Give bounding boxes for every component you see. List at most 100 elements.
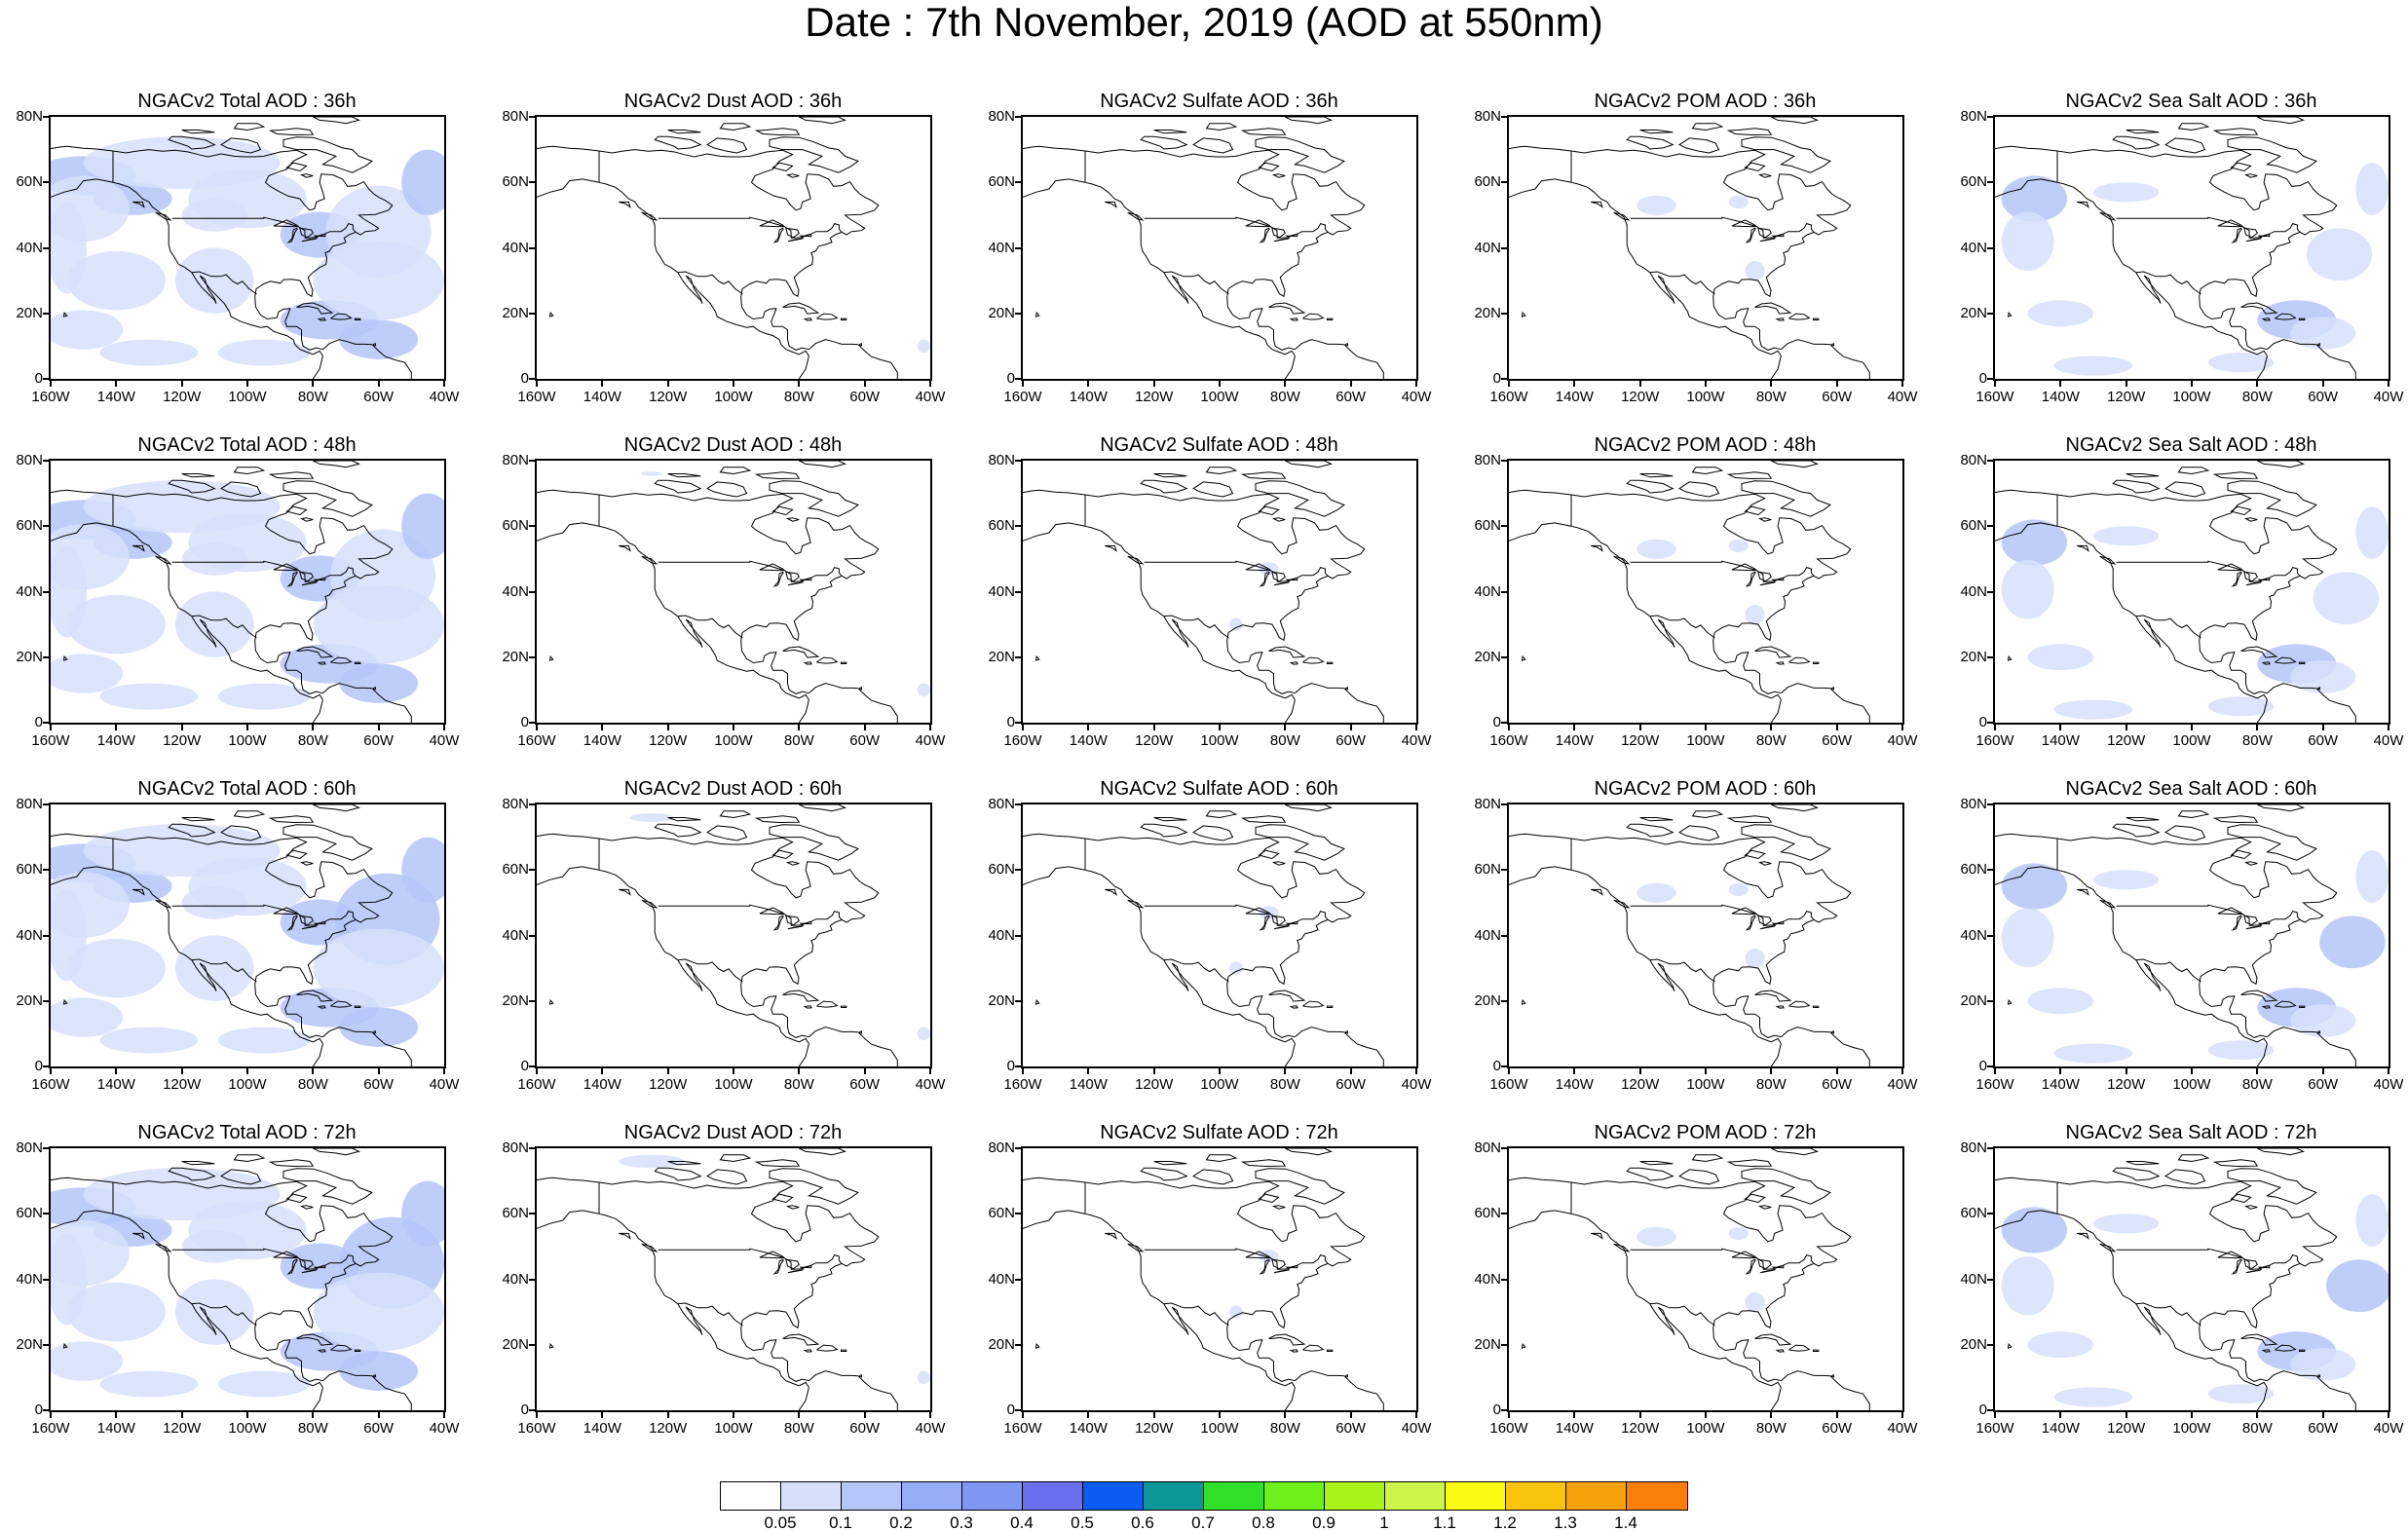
lat-tick-label: 60N — [988, 861, 1015, 878]
island-outline — [2257, 117, 2305, 125]
island-outline — [268, 815, 315, 824]
lon-tick-label: 140W — [2041, 389, 2080, 405]
lat-tick — [529, 1278, 535, 1281]
lon-tick — [798, 1412, 801, 1418]
country-border — [1630, 560, 1815, 582]
island-outline — [1626, 479, 1674, 494]
island-outline — [1741, 136, 1831, 173]
aod-plume — [1728, 195, 1749, 209]
island-outline — [785, 861, 800, 866]
lon-tick — [1835, 725, 1838, 730]
coastline — [1995, 866, 2058, 885]
lon-tick-label: 60W — [363, 732, 395, 749]
lon-tick-label: 100W — [1686, 732, 1725, 749]
lat-tick — [1501, 116, 1507, 118]
aod-plume — [313, 584, 444, 664]
lon-tick — [2388, 1412, 2389, 1418]
lake-outline — [799, 920, 812, 925]
lon-tick — [2388, 725, 2389, 730]
island-outline — [2112, 1167, 2161, 1181]
colorbar-swatch — [1506, 1482, 1566, 1510]
island-outline — [2007, 998, 2013, 1005]
lat-tick — [1015, 999, 1021, 1002]
island-outline — [1831, 1373, 1835, 1378]
aod-plume — [2001, 863, 2068, 910]
lon-tick — [1219, 1068, 1221, 1074]
lat-tick — [1501, 590, 1507, 593]
lat-tick-label: 0 — [1492, 714, 1501, 730]
aod-map — [537, 1148, 930, 1410]
panel-title: NGACv2 Dust AOD : 60h — [623, 778, 843, 800]
island-outline — [719, 810, 752, 819]
aod-plume — [917, 683, 930, 697]
island-outline — [2177, 467, 2210, 475]
island-outline — [2077, 544, 2089, 552]
lat-tick-label: 0 — [1978, 370, 1987, 387]
map-area — [49, 1146, 446, 1412]
lat-tick-label: 40N — [988, 1270, 1015, 1288]
island-outline — [1775, 661, 1785, 665]
panel-title: NGACv2 POM AOD : 48h — [1594, 434, 1817, 456]
island-outline — [2099, 555, 2117, 565]
map-area — [49, 459, 446, 725]
island-outline — [1726, 128, 1773, 136]
coastline — [1295, 1027, 1384, 1066]
lon-tick — [377, 381, 380, 387]
lat-tick — [1987, 869, 1993, 872]
lat-tick — [1015, 1147, 1021, 1149]
aod-map — [1509, 117, 1870, 379]
island-outline — [1771, 117, 1819, 125]
aod-plume — [174, 935, 254, 1001]
lat-tick-label: 0 — [1492, 1058, 1501, 1074]
island-outline — [132, 544, 145, 552]
island-outline — [2212, 815, 2259, 824]
lon-tick — [798, 381, 801, 387]
coastline — [1284, 1043, 1296, 1066]
lake-outline — [1273, 581, 1291, 586]
aod-plume — [2319, 915, 2386, 969]
lon-tick — [2256, 1068, 2259, 1074]
colorbar-label: 0.6 — [1131, 1513, 1154, 1532]
island-outline — [2257, 1148, 2305, 1156]
lake-outline — [1745, 1258, 1756, 1275]
lon-tick — [929, 1412, 931, 1418]
island-outline — [181, 473, 215, 478]
lon-tick-label: 120W — [163, 389, 202, 405]
aod-plume — [2001, 1255, 2054, 1316]
island-outline — [2230, 505, 2252, 516]
island-outline — [1127, 1243, 1145, 1252]
coastline — [312, 355, 323, 379]
lon-tick — [1638, 725, 1641, 730]
island-outline — [667, 1161, 701, 1166]
lat-tick-label: 60N — [502, 517, 529, 535]
lon-tick — [601, 725, 604, 730]
map-area — [1993, 115, 2390, 381]
coastline — [798, 1387, 809, 1410]
island-outline — [168, 823, 216, 838]
lon-tick — [1994, 1412, 1996, 1418]
lake-outline — [313, 920, 326, 925]
lon-tick — [929, 381, 931, 387]
island-outline — [2164, 481, 2206, 498]
lat-tick — [1987, 590, 1993, 593]
lon-tick-label: 80W — [1755, 389, 1787, 405]
lon-tick — [246, 1412, 248, 1418]
coastline — [809, 1370, 898, 1410]
island-outline — [1035, 654, 1040, 661]
island-outline — [2261, 1005, 2271, 1009]
panel-title: NGACv2 Sea Salt AOD : 60h — [2065, 778, 2317, 800]
coastline — [1995, 1210, 2058, 1229]
lake-outline — [1271, 227, 1286, 239]
lon-tick-label: 160W — [1489, 1420, 1528, 1437]
aod-plume — [1229, 617, 1243, 631]
colorbar-swatch — [781, 1482, 842, 1510]
lon-tick — [798, 725, 801, 730]
lat-tick — [1015, 246, 1021, 249]
lake-outline — [1259, 1258, 1270, 1275]
island-outline — [313, 1148, 360, 1156]
lon-tick-label: 100W — [228, 732, 267, 749]
island-outline — [1105, 888, 1117, 896]
coastline — [1770, 1387, 1782, 1410]
lon-tick-label: 140W — [1555, 732, 1594, 749]
island-outline — [299, 517, 314, 522]
